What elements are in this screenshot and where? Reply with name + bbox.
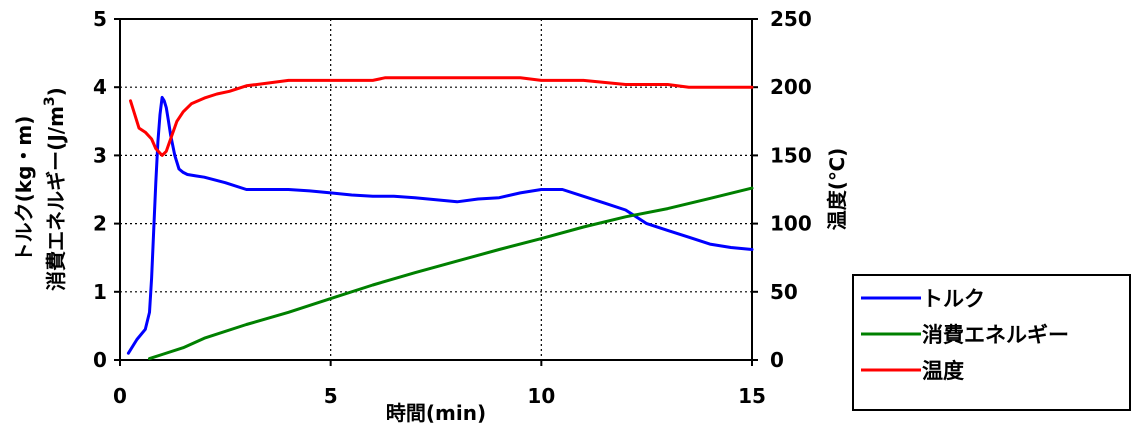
legend-label-1: トルク <box>922 287 985 311</box>
y-left-axis-title-close: ) <box>44 87 68 96</box>
y-right-tick-label: 250 <box>770 7 812 31</box>
series-line-1 <box>126 95 754 355</box>
y-right-title-group: 温度(℃) <box>825 148 849 231</box>
y-left-title-1-group: トルク(kg・m) <box>12 116 36 263</box>
y-right-tick-label: 100 <box>770 212 812 236</box>
legend-label-2: 消費エネルギー <box>922 323 1069 347</box>
plot-area <box>119 18 753 361</box>
y-left-axis-title-line1: トルク(kg・m) <box>12 116 36 263</box>
y-left-tick-label: 0 <box>93 348 107 372</box>
x-axis-title: 時間(min) <box>386 401 486 425</box>
series-line-2 <box>148 186 754 361</box>
grid-lines <box>120 19 752 360</box>
y-right-tick-label: 200 <box>770 75 812 99</box>
y-left-axis-title-line2-main: 消費エネルギー(J/m <box>44 106 68 291</box>
y-left-tick-label: 1 <box>93 280 107 304</box>
y-left-axis-title-line2: 消費エネルギー(J/m3) <box>42 87 68 291</box>
y-right-tick-label: 50 <box>770 280 798 304</box>
y-right-tick-label: 0 <box>770 348 784 372</box>
x-tick-label: 15 <box>738 384 766 408</box>
y-left-tick-label: 4 <box>93 75 107 99</box>
series-line-3 <box>129 76 754 157</box>
x-tick-label: 5 <box>324 384 338 408</box>
x-tick-label: 10 <box>527 384 555 408</box>
y-left-tick-label: 5 <box>93 7 107 31</box>
y-left-tick-label: 3 <box>93 143 107 167</box>
y-right-tick-label: 150 <box>770 143 812 167</box>
x-tick-label: 0 <box>113 384 127 408</box>
y-left-axis-title-sup: 3 <box>42 96 58 106</box>
series-lines <box>126 76 754 361</box>
y-left-tick-label: 2 <box>93 212 107 236</box>
tick-marks <box>114 18 758 366</box>
y-left-title-2-group: 消費エネルギー(J/m3) <box>42 87 68 291</box>
y-right-axis-title: 温度(℃) <box>825 148 849 231</box>
legend-label-3: 温度 <box>922 359 964 383</box>
